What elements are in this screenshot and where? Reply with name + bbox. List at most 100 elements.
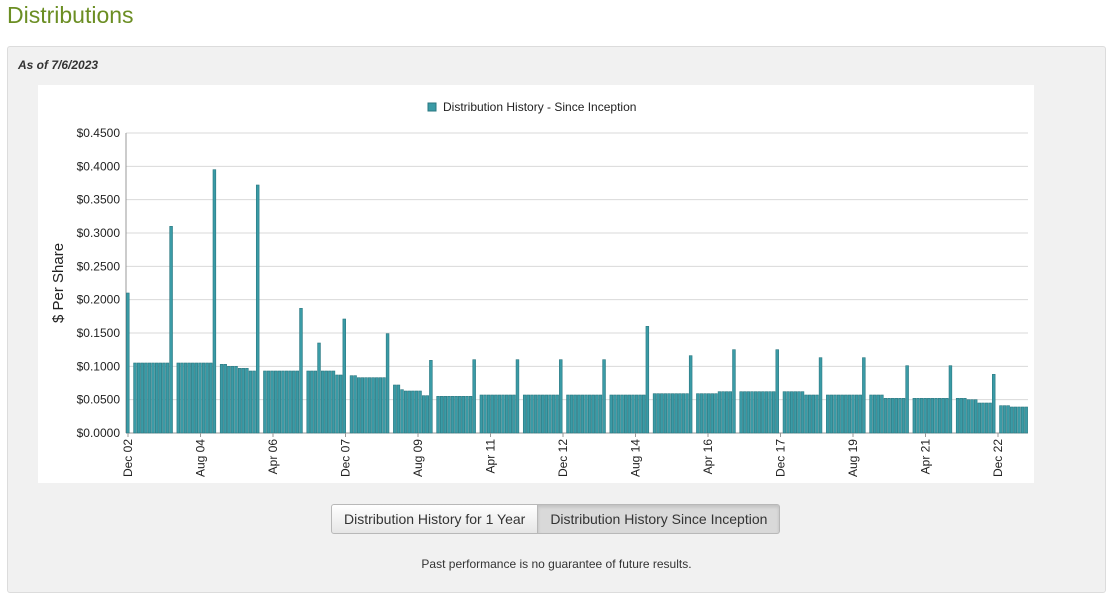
bar (162, 362, 166, 434)
bar (988, 402, 992, 434)
bar (916, 398, 920, 434)
bar (815, 394, 819, 434)
x-tick-label: Aug 04 (194, 439, 208, 477)
bar (443, 396, 448, 434)
bar (367, 377, 372, 434)
bar (461, 396, 466, 434)
distributions-panel: As of 7/6/2023 $0.0000 $0.0500 $0.1000 $0.1… (7, 46, 1106, 593)
bar (400, 389, 404, 434)
y-tick-label: $0.1500 (77, 326, 121, 340)
bar (880, 394, 884, 434)
bar (353, 375, 357, 434)
bar (620, 394, 624, 434)
bar (497, 394, 502, 434)
bar (169, 226, 173, 434)
bar (984, 402, 989, 434)
bar (945, 398, 949, 434)
bar (818, 357, 823, 434)
bar (580, 394, 585, 434)
bar (263, 370, 267, 434)
bar (595, 394, 599, 434)
bar (223, 364, 227, 434)
bar (642, 394, 646, 434)
bar (721, 391, 725, 434)
bar (201, 362, 206, 434)
bar (869, 394, 873, 434)
bar (230, 366, 235, 434)
since-inception-button[interactable]: Distribution History Since Inception (538, 504, 781, 534)
bar (147, 362, 152, 434)
bar (515, 359, 520, 434)
x-tick-label: Dec 17 (774, 439, 788, 477)
bar (328, 370, 332, 434)
bar (569, 394, 574, 434)
x-tick-label: Aug 09 (411, 439, 425, 477)
bar (454, 396, 458, 434)
bar (761, 391, 765, 434)
bar (981, 402, 985, 434)
bar (851, 394, 855, 434)
bar (281, 370, 285, 434)
bar (551, 394, 556, 434)
period-toggle: Distribution History for 1 Year Distribu… (331, 504, 781, 534)
bar (165, 362, 170, 434)
bar (937, 398, 942, 434)
bar (393, 384, 397, 434)
bar (530, 394, 534, 434)
bar (382, 377, 386, 434)
bar (483, 394, 487, 434)
bar (255, 184, 260, 434)
bar (876, 394, 880, 434)
bar (421, 395, 426, 434)
one-year-button[interactable]: Distribution History for 1 Year (331, 504, 539, 534)
bar (403, 390, 408, 434)
bar (652, 393, 657, 434)
x-tick-label: Aug 19 (846, 439, 860, 477)
bar (458, 396, 462, 434)
bar (140, 362, 144, 434)
bar (198, 362, 202, 434)
bar (955, 398, 960, 434)
bar (789, 391, 794, 434)
x-tick-label: Dec 02 (121, 439, 135, 477)
bar (335, 374, 339, 434)
bar (407, 390, 411, 434)
bar (292, 370, 296, 434)
bar (667, 393, 671, 434)
bar (266, 370, 271, 434)
bar (844, 394, 848, 434)
y-tick-label: $0.2500 (77, 259, 121, 273)
bar (793, 391, 797, 434)
bar (739, 391, 743, 434)
bar (378, 377, 383, 434)
bar (187, 362, 191, 434)
y-tick-label: $0.3000 (77, 226, 121, 240)
bar (631, 394, 635, 434)
bar (872, 394, 877, 434)
bar (638, 394, 642, 434)
legend-label: Distribution History - Since Inception (443, 100, 636, 114)
bar (992, 374, 996, 434)
bar (126, 292, 130, 434)
bar (800, 391, 805, 434)
bar (357, 377, 361, 434)
bar (1010, 406, 1014, 434)
bar (768, 391, 772, 434)
bar (227, 366, 231, 434)
bar (191, 362, 195, 434)
bar (890, 398, 895, 434)
bar (678, 393, 682, 434)
bar (670, 393, 675, 434)
bar (320, 370, 325, 434)
bar (645, 326, 650, 434)
bar (212, 169, 217, 434)
bar (627, 394, 632, 434)
bar (151, 362, 155, 434)
bar (425, 395, 429, 434)
bar (887, 398, 891, 434)
bar (934, 398, 938, 434)
y-tick-label: $0.1000 (77, 359, 121, 373)
bar (963, 398, 967, 434)
bar (385, 333, 390, 434)
bar (183, 362, 188, 434)
